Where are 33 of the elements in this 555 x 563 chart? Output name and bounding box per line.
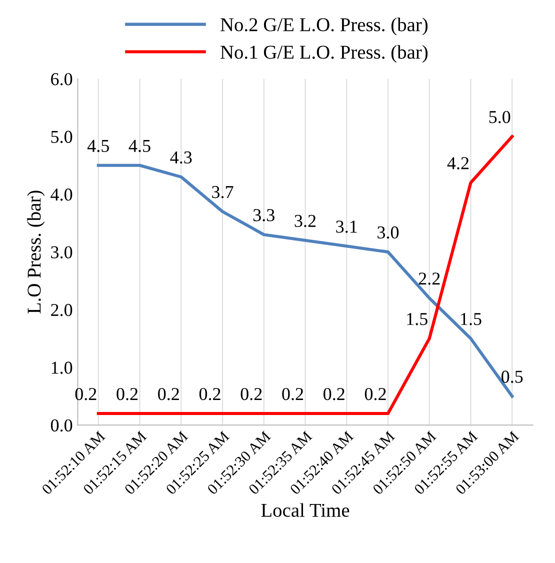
data-label: 0.2 [282,388,304,400]
data-label: 0.2 [364,388,386,400]
y-tick-label: 1.0 [52,362,72,374]
data-label: 4.2 [447,157,469,170]
data-label: 0.2 [158,388,179,400]
data-label: 0.2 [116,388,138,400]
data-label: 0.2 [240,388,262,400]
data-label: 5.0 [489,110,510,124]
x-axis-title: Local Time [261,503,350,517]
data-label: 0.2 [324,388,344,400]
data-label: 3.2 [294,214,316,228]
data-label: 0.2 [75,388,96,400]
y-tick-label: 3.0 [51,246,72,258]
data-label: 2.2 [418,272,440,285]
data-label: 1.5 [407,313,428,326]
y-tick-label: 6.0 [51,73,72,86]
data-label: 3.7 [212,186,234,198]
legend-label: No.2 G/E L.O. Press. (bar) [220,18,428,36]
data-label: 4.3 [170,151,192,164]
data-label: 0.5 [502,370,523,383]
data-label: 3.1 [336,220,357,233]
y-tick-label: 4.0 [50,188,72,201]
data-label: 4.5 [87,140,109,152]
data-label: 3.0 [378,226,399,239]
y-axis-title: L.O Press. (bar) [27,190,45,314]
data-label: 4.5 [128,140,150,152]
y-tick-label: 5.0 [51,130,72,144]
y-tick-label: 0.0 [50,419,72,432]
y-tick-label: 2.0 [51,304,72,316]
data-label: 1.5 [461,313,482,326]
data-label: 0.2 [199,388,220,400]
data-label: 3.3 [253,209,274,222]
legend-label: No.1 G/E L.O. Press. (bar) [220,45,428,63]
